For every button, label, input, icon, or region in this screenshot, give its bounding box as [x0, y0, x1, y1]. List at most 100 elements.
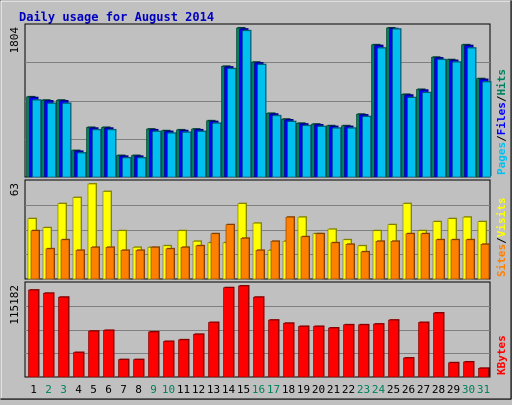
bar-kbytes-day-28 [433, 312, 444, 378]
bar-kbytes-day-22 [343, 324, 354, 378]
bar-sites-day-8 [135, 250, 145, 280]
bar-pages-day-23 [362, 116, 371, 178]
x-tick-label-day-20: 20 [312, 383, 325, 396]
bar-pages-day-16 [257, 64, 266, 178]
bar-kbytes-day-16 [253, 296, 264, 378]
bar-sites-day-18 [285, 216, 295, 280]
legend-separator: / [495, 135, 508, 142]
x-tick-label-day-19: 19 [297, 383, 310, 396]
bar-pages-day-1 [32, 99, 41, 178]
x-tick-label-day-17: 17 [267, 383, 280, 396]
bar-pages-day-28 [437, 59, 446, 178]
x-tick-label-day-23: 23 [357, 383, 370, 396]
bar-pages-day-3 [62, 103, 71, 178]
bar-sites-day-9 [150, 247, 160, 280]
x-tick-label-day-4: 4 [75, 383, 82, 396]
bar-pages-day-14 [227, 68, 236, 178]
bar-pages-day-18 [287, 121, 296, 178]
bar-pages-day-24 [377, 47, 386, 178]
panel-1-ymax-label: 1804 [8, 27, 21, 54]
bar-pages-day-20 [317, 126, 326, 178]
bar-pages-day-22 [347, 127, 356, 178]
x-tick-label-day-28: 28 [432, 383, 445, 396]
bar-sites-day-26 [405, 233, 415, 280]
bar-kbytes-day-10 [163, 341, 174, 378]
bar-kbytes-day-27 [418, 322, 429, 378]
x-tick-label-day-1: 1 [30, 383, 37, 396]
x-tick-label-day-22: 22 [342, 383, 355, 396]
bar-kbytes-day-18 [283, 322, 294, 378]
bar-pages-day-31 [482, 81, 491, 178]
bar-sites-day-30 [465, 239, 475, 280]
x-tick-label-day-14: 14 [222, 383, 236, 396]
bar-kbytes-day-29 [448, 362, 459, 378]
x-tick-label-day-30: 30 [462, 383, 475, 396]
bar-pages-day-26 [407, 97, 416, 178]
bar-sites-day-19 [300, 236, 310, 280]
x-tick-label-day-26: 26 [402, 383, 415, 396]
bar-pages-day-25 [392, 28, 401, 178]
bar-pages-day-6 [107, 129, 116, 178]
bar-pages-day-11 [182, 132, 191, 178]
bar-sites-day-6 [105, 247, 115, 280]
legend-sites: Sites [495, 244, 508, 277]
bar-kbytes-day-20 [313, 326, 324, 378]
bar-kbytes-day-19 [298, 326, 309, 378]
bar-sites-day-7 [120, 250, 130, 280]
bar-kbytes-day-26 [403, 357, 414, 378]
bar-sites-day-21 [330, 242, 340, 280]
bar-kbytes-day-5 [88, 330, 99, 378]
bar-kbytes-day-1 [28, 289, 39, 378]
bar-kbytes-day-6 [103, 330, 114, 378]
bar-sites-day-1 [30, 230, 40, 280]
bar-kbytes-day-25 [388, 319, 399, 378]
x-tick-label-day-24: 24 [372, 383, 386, 396]
legend-separator: / [495, 95, 508, 102]
legend-separator: / [495, 237, 508, 244]
bar-kbytes-day-13 [208, 322, 219, 378]
x-tick-label-day-3: 3 [60, 383, 67, 396]
bar-sites-day-31 [480, 244, 490, 280]
bar-sites-day-13 [210, 233, 220, 280]
bar-kbytes-day-31 [478, 368, 489, 378]
bar-kbytes-day-15 [238, 285, 249, 378]
bar-sites-day-16 [255, 250, 265, 280]
panel-3-legend: KBytes [495, 335, 508, 375]
bar-kbytes-day-11 [178, 339, 189, 378]
legend-files: Files [495, 102, 508, 135]
bar-sites-day-14 [225, 224, 235, 280]
x-tick-label-day-13: 13 [207, 383, 220, 396]
bar-sites-day-5 [90, 247, 100, 280]
bar-pages-day-19 [302, 125, 311, 178]
bar-sites-day-24 [375, 241, 385, 280]
x-tick-label-day-10: 10 [162, 383, 175, 396]
x-tick-label-day-6: 6 [105, 383, 112, 396]
chart-title: Daily usage for August 2014 [19, 10, 214, 24]
bar-pages-day-30 [467, 47, 476, 178]
x-tick-label-day-31: 31 [477, 383, 490, 396]
bar-sites-day-10 [165, 248, 175, 280]
bar-pages-day-10 [167, 132, 176, 178]
bar-sites-day-28 [435, 239, 445, 280]
chart-panels: 1804Pages/Files/Hits63Sites/Visits115182… [8, 23, 508, 396]
bar-sites-day-15 [240, 237, 250, 280]
x-tick-label-day-16: 16 [252, 383, 265, 396]
bar-sites-day-22 [345, 244, 355, 280]
panel-2-legend: Sites/Visits [495, 198, 508, 278]
x-tick-label-day-2: 2 [45, 383, 52, 396]
x-tick-label-day-29: 29 [447, 383, 460, 396]
bar-sites-day-25 [390, 241, 400, 280]
x-tick-label-day-11: 11 [177, 383, 190, 396]
bar-sites-day-12 [195, 245, 205, 280]
x-tick-label-day-15: 15 [237, 383, 250, 396]
bar-kbytes-day-14 [223, 287, 234, 378]
bar-kbytes-day-9 [148, 331, 159, 378]
bar-kbytes-day-7 [118, 359, 129, 378]
bar-sites-day-17 [270, 241, 280, 280]
bar-pages-day-4 [77, 152, 86, 178]
x-tick-label-day-21: 21 [327, 383, 340, 396]
legend-visits: Visits [495, 198, 508, 238]
bar-kbytes-day-24 [373, 323, 384, 378]
bar-pages-day-12 [197, 131, 206, 178]
